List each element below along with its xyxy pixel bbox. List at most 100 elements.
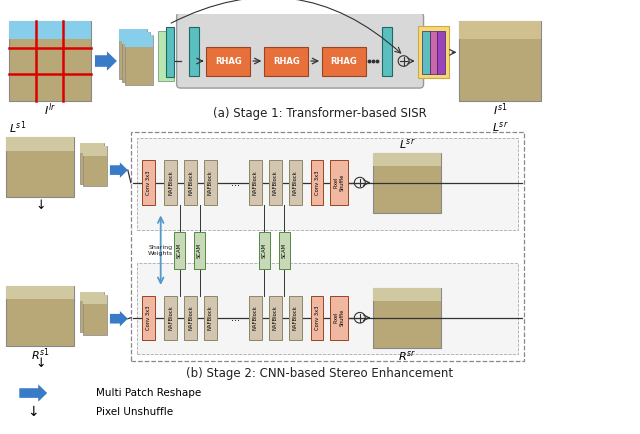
Text: SCAM: SCAM <box>282 243 287 258</box>
Bar <box>438 31 445 74</box>
Text: $I^{lr}$: $I^{lr}$ <box>44 101 56 118</box>
Bar <box>122 32 150 82</box>
Text: NAFBlock: NAFBlock <box>188 170 193 195</box>
Text: Conv 3x3: Conv 3x3 <box>314 171 319 195</box>
Bar <box>184 296 197 340</box>
Text: NAFBlock: NAFBlock <box>188 306 193 330</box>
Bar <box>429 31 438 74</box>
Bar <box>194 232 205 269</box>
Bar <box>330 161 348 205</box>
Bar <box>259 232 269 269</box>
Text: NAFBlock: NAFBlock <box>292 170 298 195</box>
Text: RHAG: RHAG <box>330 56 357 66</box>
Text: SCAM: SCAM <box>262 243 267 258</box>
Bar <box>142 296 156 340</box>
Bar <box>119 29 147 79</box>
Bar <box>83 146 107 187</box>
Bar <box>249 161 262 205</box>
Polygon shape <box>95 51 117 71</box>
Bar <box>204 161 217 205</box>
Text: NAFBlock: NAFBlock <box>168 306 173 330</box>
Bar <box>6 286 74 299</box>
Text: NAFBlock: NAFBlock <box>168 170 173 195</box>
Text: RHAG: RHAG <box>273 56 300 66</box>
Text: NAFBlock: NAFBlock <box>253 306 258 330</box>
Bar <box>373 153 441 213</box>
Text: NAFBlock: NAFBlock <box>292 306 298 330</box>
Text: Conv 3x3: Conv 3x3 <box>147 171 151 195</box>
Text: Sharing
Weights: Sharing Weights <box>148 245 173 256</box>
Bar <box>80 292 104 301</box>
Bar <box>6 137 74 151</box>
Bar <box>460 21 541 101</box>
Text: SCAM: SCAM <box>177 243 182 258</box>
Text: NAFBlock: NAFBlock <box>273 306 278 330</box>
Text: ↓: ↓ <box>35 199 45 212</box>
Text: $L^{s1}$: $L^{s1}$ <box>9 119 26 136</box>
Bar <box>125 35 153 46</box>
Bar <box>80 143 104 184</box>
Bar <box>10 21 91 101</box>
Text: NAFBlock: NAFBlock <box>208 170 213 195</box>
Text: $L^{sr}$: $L^{sr}$ <box>492 121 509 135</box>
Bar <box>310 296 323 340</box>
Bar <box>322 46 366 76</box>
Polygon shape <box>110 162 128 178</box>
Text: $L^{sr}$: $L^{sr}$ <box>399 137 415 151</box>
Text: ↓: ↓ <box>35 357 45 370</box>
Text: $I^{s1}$: $I^{s1}$ <box>493 101 508 118</box>
Text: NAFBlock: NAFBlock <box>208 306 213 330</box>
Bar <box>269 161 282 205</box>
Bar <box>137 263 518 355</box>
Text: $R^{sr}$: $R^{sr}$ <box>398 350 416 363</box>
Bar <box>6 137 74 197</box>
Bar <box>460 21 541 39</box>
Bar <box>122 32 150 44</box>
Bar <box>166 27 173 77</box>
Bar <box>330 296 348 340</box>
Text: Pixel
Shuffle: Pixel Shuffle <box>333 174 344 191</box>
Bar <box>164 161 177 205</box>
Bar <box>373 288 441 301</box>
Bar <box>249 296 262 340</box>
Bar <box>264 46 308 76</box>
Bar <box>269 296 282 340</box>
Bar <box>83 146 107 156</box>
Text: (a) Stage 1: Transformer-based SISR: (a) Stage 1: Transformer-based SISR <box>213 107 427 120</box>
Bar <box>125 35 153 85</box>
Bar <box>83 295 107 304</box>
Bar <box>184 161 197 205</box>
Text: Multi Patch Reshape: Multi Patch Reshape <box>96 388 201 398</box>
Text: Conv 3x3: Conv 3x3 <box>147 306 151 330</box>
Text: Pixel
Shuffle: Pixel Shuffle <box>333 309 344 326</box>
Bar <box>157 31 173 81</box>
Bar <box>174 232 185 269</box>
Text: Conv 3x3: Conv 3x3 <box>314 306 319 330</box>
Bar <box>142 161 156 205</box>
Polygon shape <box>110 311 128 326</box>
Bar <box>131 132 524 361</box>
Bar <box>289 161 301 205</box>
Text: NAFBlock: NAFBlock <box>253 170 258 195</box>
Bar <box>422 31 429 74</box>
Bar <box>278 232 290 269</box>
Bar <box>373 153 441 166</box>
Bar <box>10 21 91 39</box>
Text: ...: ... <box>231 178 240 187</box>
Bar <box>289 296 301 340</box>
FancyBboxPatch shape <box>177 13 424 88</box>
Text: SCAM: SCAM <box>197 243 202 258</box>
Text: NAFBlock: NAFBlock <box>273 170 278 195</box>
Text: RHAG: RHAG <box>215 56 242 66</box>
Text: Pixel Unshuffle: Pixel Unshuffle <box>96 408 173 418</box>
Polygon shape <box>19 385 47 402</box>
Text: $R^{s1}$: $R^{s1}$ <box>31 346 50 363</box>
Bar <box>381 27 392 76</box>
Bar <box>310 161 323 205</box>
Bar <box>417 26 449 79</box>
Bar <box>373 288 441 348</box>
Bar <box>137 138 518 230</box>
Bar <box>207 46 250 76</box>
Bar <box>80 292 104 332</box>
Text: (b) Stage 2: CNN-based Stereo Enhancement: (b) Stage 2: CNN-based Stereo Enhancemen… <box>186 367 454 380</box>
